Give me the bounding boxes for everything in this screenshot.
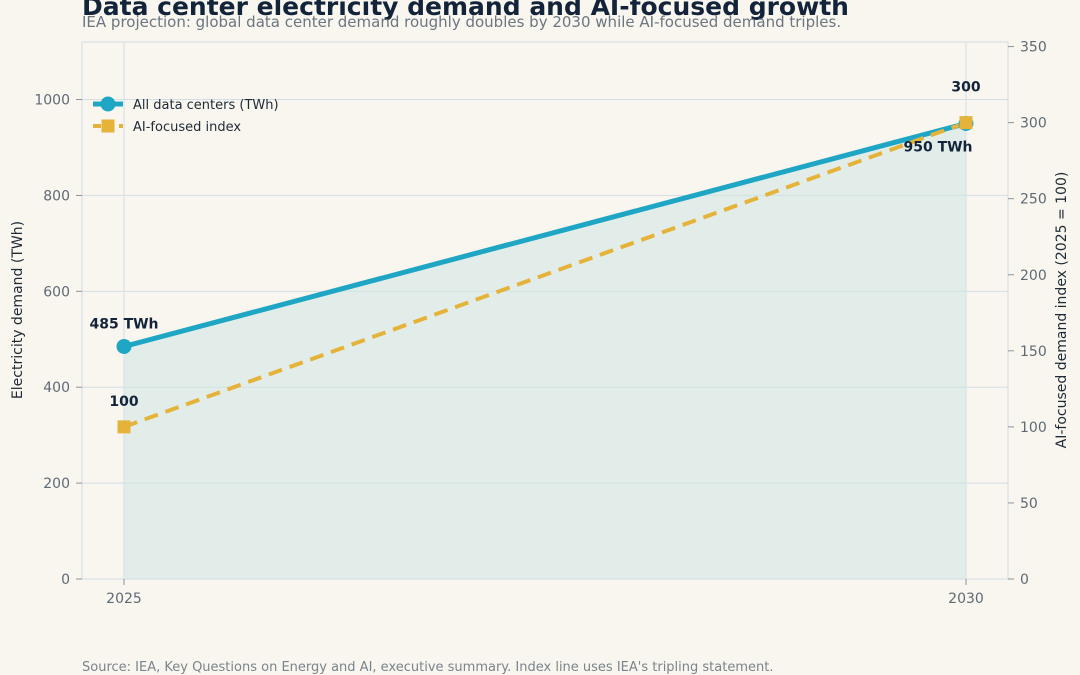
series-area-fill [124,123,966,580]
tick-label-y2: 250 [1020,192,1047,208]
tick-label-y: 600 [43,284,70,300]
data-label-ai-index: 100 [109,394,138,410]
y-axis-label: Electricity demand (TWh) [10,221,26,399]
series-line-ai-index [123,120,967,429]
legend-label-ai-index: AI-focused index [133,120,241,135]
tick-label-y2: 50 [1020,496,1038,512]
data-labels: 485 TWh 950 TWh 100 300 [89,80,980,410]
data-label-all-data-centers: 950 TWh [903,140,972,156]
legend-marker-ai-index [101,119,115,133]
y2-axis-label: AI-focused demand index (2025 = 100) [1054,172,1070,449]
legend: All data centers (TWh) AI-focused index [93,96,279,135]
chart-title: Data center electricity demand and AI-fo… [82,0,849,21]
tick-label-y2: 100 [1020,420,1047,436]
area-fill-layer [124,123,966,580]
tick-label-y: 1000 [34,93,70,109]
data-label-all-data-centers: 485 TWh [89,316,158,332]
tick-label-y: 200 [43,476,70,492]
right-axis-ticks: 0 50 100 150 200 250 300 350 [1008,40,1047,588]
tick-label-y2: 300 [1020,116,1047,132]
legend-marker-all-data-centers [100,96,116,112]
tick-label-x: 2025 [106,591,142,607]
tick-label-y: 800 [43,188,70,204]
series-layer [116,116,974,434]
data-label-ai-index: 300 [951,80,980,96]
tick-label-x: 2030 [948,591,984,607]
source-note: Source: IEA, Key Questions on Energy and… [82,660,773,675]
tick-label-y2: 0 [1020,572,1029,588]
left-axis-ticks: 0 200 400 600 800 1000 [34,93,82,588]
chart-subtitle: IEA projection: global data center deman… [82,13,841,31]
tick-label-y: 400 [43,380,70,396]
series-line-all-data-centers [121,121,969,349]
data-point-ai-index [959,116,973,130]
data-point-all-data-centers [116,338,132,354]
legend-label-all-data-centers: All data centers (TWh) [133,98,279,113]
tick-label-y2: 200 [1020,268,1047,284]
data-point-ai-index [117,420,131,434]
tick-label-y2: 350 [1020,40,1047,56]
tick-label-y2: 150 [1020,344,1047,360]
tick-label-y: 0 [61,572,70,588]
x-axis-ticks: 2025 2030 [106,579,984,607]
